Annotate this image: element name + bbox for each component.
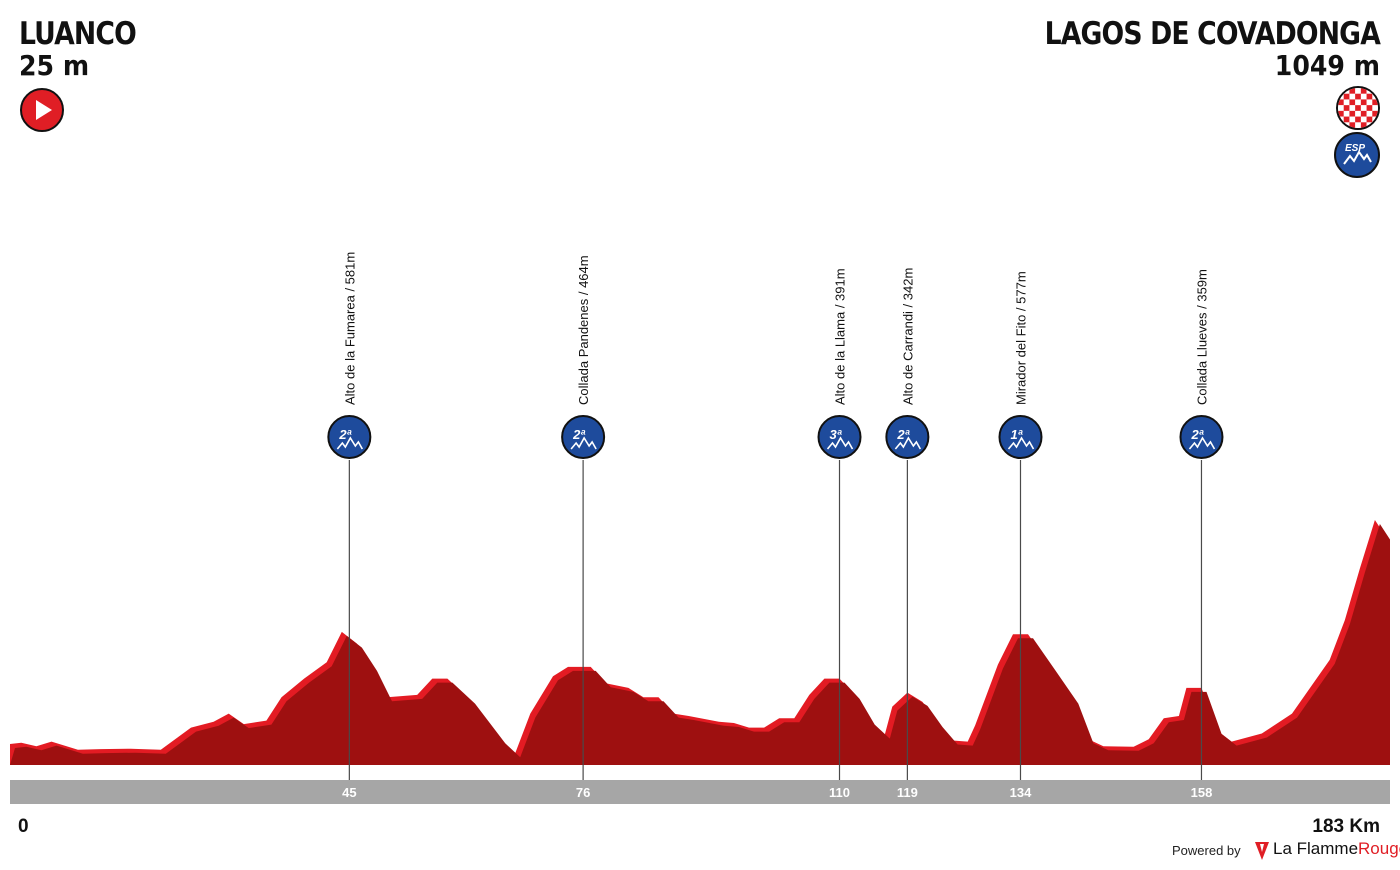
climb-category: 3ª	[829, 427, 842, 442]
climb-name: Alto de la Llama / 391m	[833, 268, 848, 405]
finish-block: LAGOS DE COVADONGA 1049 m	[990, 16, 1381, 82]
climb-name: Alto de Carrandi / 342m	[900, 268, 915, 405]
finish-altitude: 1049 m	[1274, 49, 1380, 82]
climb-km-label: 45	[342, 785, 356, 800]
climb-mountain-icon	[570, 436, 597, 450]
climb-marker: 2ª Alto de la Fumarea / 581m 45	[327, 252, 372, 800]
climb-name: Alto de la Fumarea / 581m	[342, 252, 357, 405]
distance-bar	[10, 780, 1390, 804]
brand-name-a: La Flamme	[1273, 839, 1359, 858]
climb-category: 2ª	[572, 427, 586, 442]
climb-mountain-icon	[1188, 436, 1216, 450]
climb-marker: 2ª Collada Llueves / 359m 158	[1179, 269, 1224, 800]
climb-km-label: 119	[897, 785, 918, 800]
start-altitude: 25 m	[19, 49, 90, 82]
climb-category: 1ª	[1010, 427, 1023, 442]
flamme-rouge-logo-icon	[1253, 840, 1271, 867]
brand-name: La FlammeRouge	[1273, 839, 1400, 859]
start-km-label: 0	[18, 816, 29, 837]
climb-km-label: 76	[576, 785, 590, 800]
climb-km-label: 158	[1191, 785, 1213, 800]
powered-by-text: Powered by	[1172, 843, 1241, 858]
climb-name: Collada Pandenes / 464m	[576, 255, 591, 405]
checkered-flag-icon	[1336, 86, 1380, 130]
climb-marker: 3ª Alto de la Llama / 391m 110	[817, 268, 862, 800]
climb-km-label: 134	[1010, 785, 1032, 800]
climb-mountain-icon	[336, 436, 364, 450]
play-icon	[20, 88, 64, 132]
climb-mountain-icon	[894, 436, 922, 450]
climb-name: Collada Llueves / 359m	[1194, 269, 1209, 405]
climb-km-label: 110	[829, 785, 850, 800]
brand-name-b: Rouge	[1358, 839, 1400, 858]
climb-marker: 2ª Alto de Carrandi / 342m 119	[885, 268, 930, 800]
esp-mountain-icon: ESP	[1334, 132, 1380, 178]
end-km-label: 183 Km	[1312, 816, 1380, 837]
climb-name: Mirador del Fito / 577m	[1013, 271, 1028, 405]
climb-category: 2ª	[896, 427, 910, 442]
climb-mountain-icon	[826, 436, 854, 450]
climb-category: 2ª	[1190, 427, 1204, 442]
climb-marker: 1ª Mirador del Fito / 577m 134	[998, 271, 1043, 800]
climb-mountain-icon	[1007, 436, 1035, 450]
climb-marker: 2ª Collada Pandenes / 464m 76	[561, 255, 606, 800]
svg-text:ESP: ESP	[1345, 143, 1365, 154]
start-block: LUANCO 25 m	[19, 18, 155, 82]
finish-name: LAGOS DE COVADONGA	[1044, 16, 1381, 52]
climb-category: 2ª	[338, 427, 352, 442]
start-name: LUANCO	[19, 16, 137, 52]
profile-area	[10, 524, 1390, 765]
